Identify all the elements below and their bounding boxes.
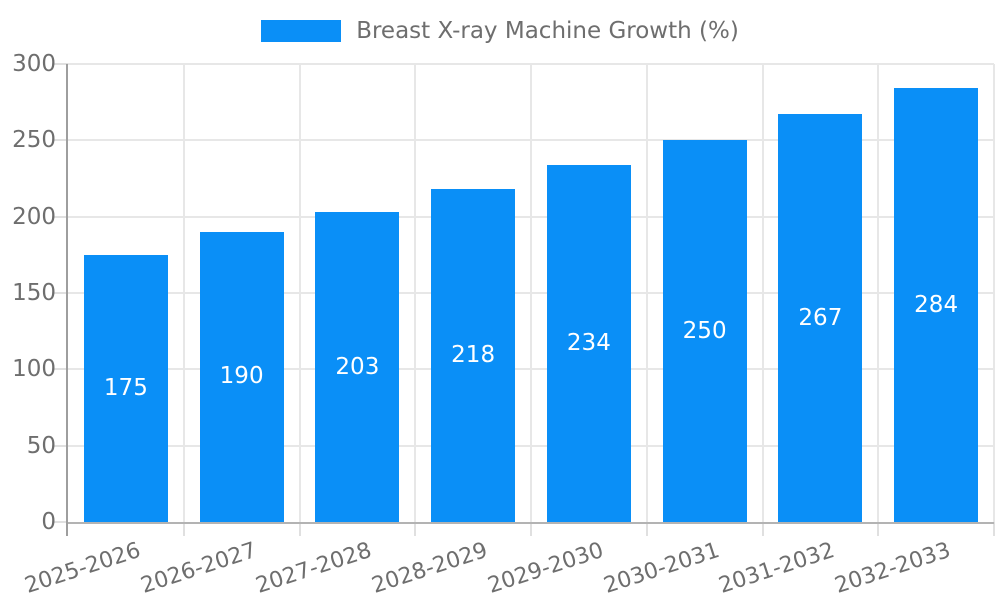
x-axis-tick [645, 522, 648, 536]
bar-2030-2031[interactable]: 250 [662, 140, 747, 522]
y-axis-line [66, 64, 68, 536]
bar-2025-2026[interactable]: 175 [83, 254, 168, 522]
legend-label: Breast X-ray Machine Growth (%) [356, 18, 739, 44]
bar-2027-2028[interactable]: 203 [315, 212, 400, 522]
x-gridline [993, 64, 995, 522]
bar-value-label: 250 [682, 317, 727, 344]
y-axis-tick [52, 139, 68, 142]
x-tick-label: 2025-2026 [21, 538, 144, 599]
bar-2028-2029[interactable]: 218 [431, 189, 516, 522]
x-tick-label: 2026-2027 [137, 538, 260, 599]
x-gridline [761, 64, 764, 522]
y-axis-tick [52, 63, 68, 65]
y-axis-tick [52, 292, 68, 294]
x-tick-label: 2027-2028 [253, 538, 376, 599]
x-gridline [298, 64, 301, 522]
x-gridline [645, 64, 648, 522]
bar-value-label: 190 [219, 363, 264, 390]
y-tick-label: 100 [12, 356, 56, 383]
legend-color-swatch [261, 20, 342, 42]
y-tick-label: 50 [26, 432, 56, 459]
bar-value-label: 284 [914, 291, 959, 318]
y-tick-label: 150 [12, 280, 56, 306]
bar-value-label: 175 [103, 374, 148, 401]
legend-item[interactable]: Breast X-ray Machine Growth (%) [261, 18, 739, 44]
bar-2032-2033[interactable]: 284 [894, 88, 979, 522]
x-axis-tick [182, 522, 185, 536]
y-axis-tick [52, 521, 68, 523]
bar-value-label: 267 [798, 304, 843, 331]
x-axis-tick [298, 522, 301, 536]
y-tick-label: 200 [12, 203, 56, 230]
x-axis-tick [530, 522, 532, 536]
y-tick-label: 250 [12, 127, 56, 154]
x-tick-label: 2032-2033 [832, 538, 954, 599]
x-axis-tick [993, 522, 995, 536]
x-axis-tick [414, 522, 417, 536]
x-gridline [877, 64, 880, 522]
x-axis-line [68, 522, 994, 524]
y-axis-tick [52, 215, 68, 218]
y-axis-tick [52, 444, 68, 447]
bar-2031-2032[interactable]: 267 [778, 114, 863, 522]
bar-value-label: 218 [451, 342, 496, 369]
y-tick-label: 0 [41, 509, 56, 535]
x-tick-label: 2028-2029 [369, 538, 491, 599]
bar-value-label: 234 [566, 329, 611, 356]
bar-2026-2027[interactable]: 190 [199, 231, 284, 522]
x-tick-label: 2031-2032 [716, 538, 839, 599]
y-axis-tick [52, 368, 68, 371]
x-gridline [182, 64, 185, 522]
x-axis-tick [877, 522, 880, 536]
chart-legend: Breast X-ray Machine Growth (%) [0, 18, 1000, 44]
x-gridline [530, 64, 532, 522]
x-tick-label: 2029-2030 [484, 538, 607, 599]
x-gridline [414, 64, 417, 522]
y-tick-label: 300 [12, 51, 56, 77]
x-tick-label: 2030-2031 [600, 538, 723, 599]
bar-value-label: 203 [335, 353, 380, 380]
x-axis-tick [761, 522, 764, 536]
bar-2029-2030[interactable]: 234 [546, 164, 631, 522]
